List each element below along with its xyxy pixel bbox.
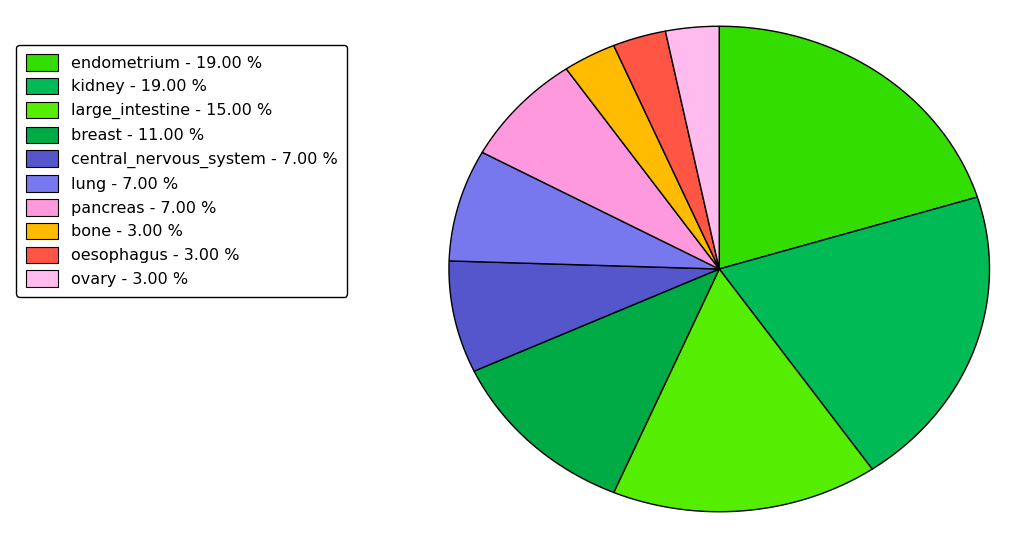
Polygon shape — [449, 152, 719, 269]
Polygon shape — [666, 26, 719, 269]
Polygon shape — [719, 26, 978, 269]
Polygon shape — [614, 31, 719, 269]
Polygon shape — [474, 269, 719, 492]
Legend: endometrium - 19.00 %, kidney - 19.00 %, large_intestine - 15.00 %, breast - 11.: endometrium - 19.00 %, kidney - 19.00 %,… — [16, 45, 347, 296]
Polygon shape — [449, 261, 719, 371]
Polygon shape — [482, 69, 719, 269]
Polygon shape — [614, 269, 872, 512]
Polygon shape — [719, 197, 990, 469]
Polygon shape — [566, 46, 719, 269]
